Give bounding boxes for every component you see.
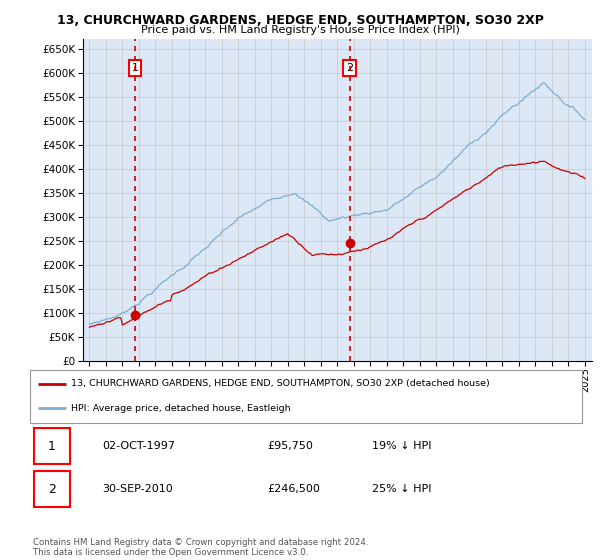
Text: HPI: Average price, detached house, Eastleigh: HPI: Average price, detached house, East…: [71, 404, 291, 413]
Text: 19% ↓ HPI: 19% ↓ HPI: [372, 441, 432, 451]
FancyBboxPatch shape: [30, 370, 582, 423]
Text: £95,750: £95,750: [268, 441, 313, 451]
Text: Price paid vs. HM Land Registry's House Price Index (HPI): Price paid vs. HM Land Registry's House …: [140, 25, 460, 35]
Text: Contains HM Land Registry data © Crown copyright and database right 2024.
This d: Contains HM Land Registry data © Crown c…: [33, 538, 368, 557]
Text: 13, CHURCHWARD GARDENS, HEDGE END, SOUTHAMPTON, SO30 2XP: 13, CHURCHWARD GARDENS, HEDGE END, SOUTH…: [56, 14, 544, 27]
Text: 30-SEP-2010: 30-SEP-2010: [102, 484, 173, 494]
Text: 25% ↓ HPI: 25% ↓ HPI: [372, 484, 432, 494]
FancyBboxPatch shape: [34, 428, 70, 464]
FancyBboxPatch shape: [34, 472, 70, 507]
Text: 2: 2: [48, 483, 56, 496]
Text: 1: 1: [48, 440, 56, 453]
Text: 02-OCT-1997: 02-OCT-1997: [102, 441, 175, 451]
Text: 1: 1: [131, 63, 139, 73]
Text: 13, CHURCHWARD GARDENS, HEDGE END, SOUTHAMPTON, SO30 2XP (detached house): 13, CHURCHWARD GARDENS, HEDGE END, SOUTH…: [71, 380, 490, 389]
Text: 2: 2: [346, 63, 353, 73]
Text: £246,500: £246,500: [268, 484, 320, 494]
